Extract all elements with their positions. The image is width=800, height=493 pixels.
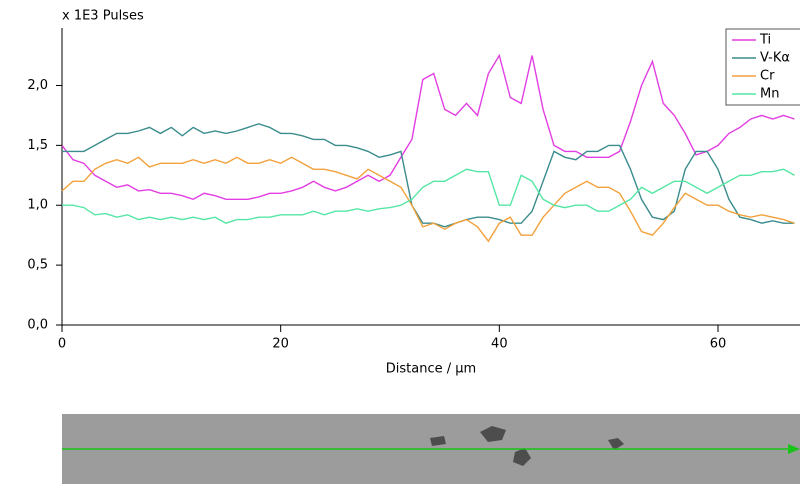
legend-label: Mn [760,87,779,102]
sem-image [62,414,800,484]
y-tick-label: 1,0 [27,198,48,213]
x-tick-label: 20 [272,337,289,352]
x-tick-label: 0 [58,337,66,352]
legend-label: V-Kα [760,51,790,66]
legend-label: Cr [760,69,775,84]
y-tick-label: 1,5 [27,138,48,153]
x-axis-label: Distance / µm [386,362,476,377]
legend-box [725,28,800,106]
y-tick-label: 2,0 [27,78,48,93]
y-tick-label: 0,5 [27,258,48,273]
y-axis-label: x 1E3 Pulses [62,9,144,24]
series-line [61,53,795,201]
y-tick-label: 0,0 [27,318,48,333]
series-line [62,123,795,228]
series-line [62,168,795,224]
x-tick-label: 60 [710,337,727,352]
series-line [61,156,795,243]
legend-label: Ti [759,33,771,48]
x-tick-label: 40 [491,337,508,352]
